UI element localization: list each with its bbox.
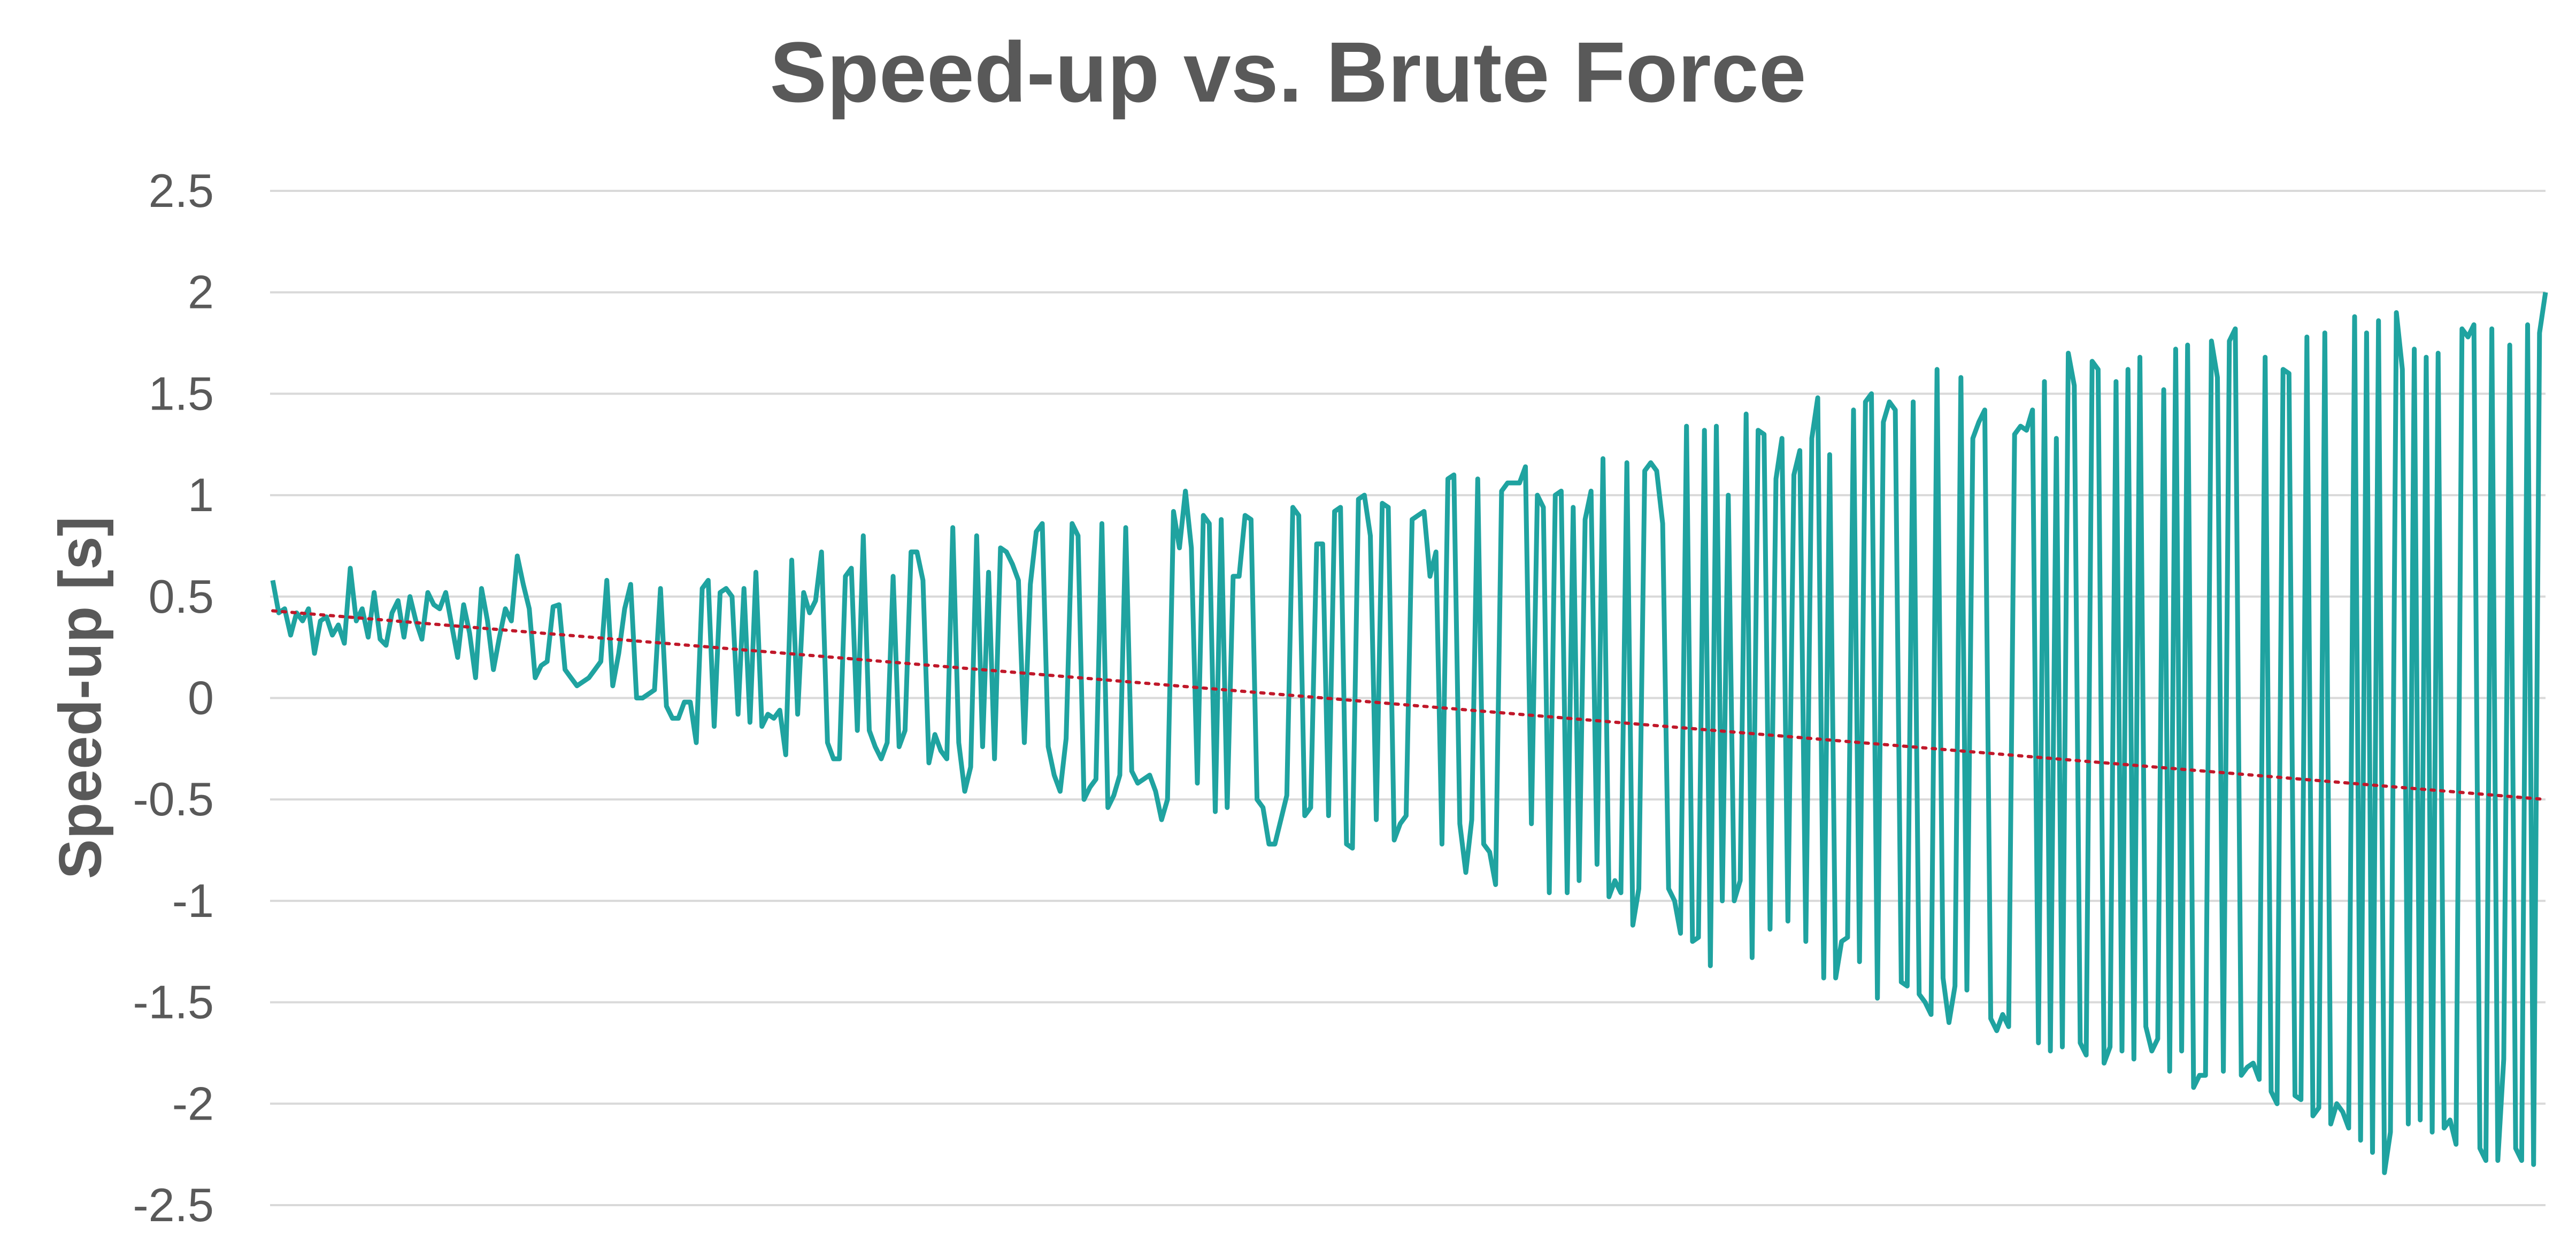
y-tick-label: 1 xyxy=(188,468,214,521)
y-tick-label: 2.5 xyxy=(149,164,214,217)
series-group xyxy=(270,292,2548,1175)
y-tick-label: 1.5 xyxy=(149,367,214,420)
y-tick-label: 2 xyxy=(188,266,214,319)
y-tick-label: 0.5 xyxy=(149,570,214,623)
y-tick-label: 0 xyxy=(188,672,214,724)
y-tick-label: -0.5 xyxy=(133,773,214,826)
y-tick-label: -2.5 xyxy=(133,1178,214,1231)
y-tick-label: -1 xyxy=(172,874,214,927)
y-tick-labels: 2.5 2 1.5 1 0.5 0 -0.5 -1 -1.5 -2 -2.5 xyxy=(133,164,214,1231)
trendline xyxy=(271,609,2547,801)
y-tick-label: -1.5 xyxy=(133,976,214,1029)
chart-title: Speed-up vs. Brute Force xyxy=(770,24,1806,120)
series-line xyxy=(270,292,2548,1175)
trendline-group xyxy=(271,609,2547,801)
gridlines xyxy=(270,190,2546,1206)
y-tick-label: -2 xyxy=(172,1077,214,1130)
